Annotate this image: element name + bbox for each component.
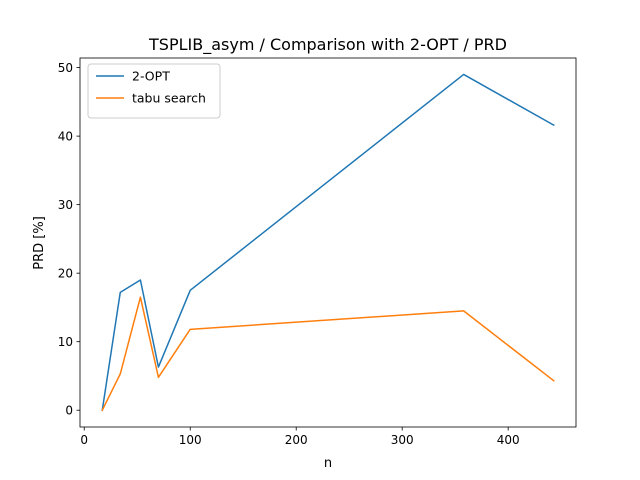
y-tick-label-0: 0 <box>65 404 73 418</box>
chart-title: TSPLIB_asym / Comparison with 2-OPT / PR… <box>148 35 507 55</box>
x-tick-label-4: 400 <box>497 433 520 447</box>
y-tick-label-4: 40 <box>58 129 73 143</box>
plot-area: 0 100 200 300 400 0 10 20 30 40 50 <box>58 57 577 447</box>
legend-box <box>87 63 221 119</box>
series-line-1 <box>101 296 555 412</box>
legend: 2-OPT tabu search <box>87 63 221 119</box>
legend-label-1: tabu search <box>132 91 206 106</box>
axes-frame <box>79 57 577 428</box>
series-line-0 <box>101 73 555 412</box>
y-tick-label-5: 50 <box>58 61 73 75</box>
x-tick-label-2: 200 <box>285 433 308 447</box>
y-tick-label-3: 30 <box>58 198 73 212</box>
x-tick-label-3: 300 <box>391 433 414 447</box>
y-tick-label-2: 20 <box>58 266 73 280</box>
x-tick-label-0: 0 <box>80 433 88 447</box>
x-tick-label-1: 100 <box>179 433 202 447</box>
legend-label-0: 2-OPT <box>132 69 170 84</box>
y-tick-label-1: 10 <box>58 335 73 349</box>
y-axis-title: PRD [%] <box>32 216 47 270</box>
x-axis-title: n <box>324 456 332 471</box>
